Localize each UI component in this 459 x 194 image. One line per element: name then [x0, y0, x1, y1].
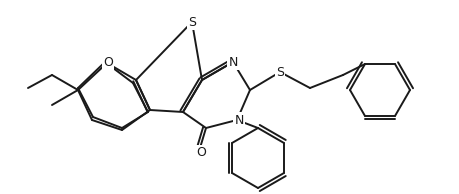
Text: N: N — [228, 55, 238, 68]
Text: O: O — [196, 146, 206, 159]
Text: S: S — [276, 66, 284, 79]
Text: N: N — [234, 113, 244, 126]
Text: O: O — [103, 56, 113, 69]
Text: S: S — [188, 16, 196, 29]
